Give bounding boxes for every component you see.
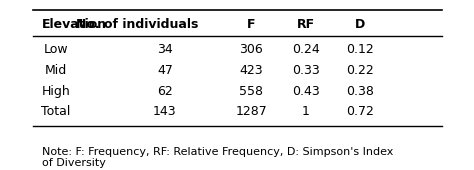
Text: 0.33: 0.33 (292, 64, 319, 77)
Text: Low: Low (44, 43, 68, 56)
Text: Note: F: Frequency, RF: Relative Frequency, D: Simpson's Index
of Diversity: Note: F: Frequency, RF: Relative Frequen… (42, 147, 393, 168)
Text: 0.24: 0.24 (292, 43, 319, 56)
Text: 143: 143 (153, 105, 177, 118)
Text: 0.38: 0.38 (346, 84, 374, 98)
Text: 0.12: 0.12 (346, 43, 374, 56)
Text: 34: 34 (157, 43, 173, 56)
Text: No. of individuals: No. of individuals (76, 18, 199, 31)
Text: 0.72: 0.72 (346, 105, 374, 118)
Text: 306: 306 (239, 43, 263, 56)
Text: 1287: 1287 (235, 105, 267, 118)
Text: 62: 62 (157, 84, 173, 98)
Text: 0.22: 0.22 (346, 64, 374, 77)
Text: Total: Total (41, 105, 71, 118)
Text: F: F (247, 18, 255, 31)
Text: Mid: Mid (45, 64, 67, 77)
Text: 47: 47 (157, 64, 173, 77)
Text: 1: 1 (302, 105, 310, 118)
Text: 558: 558 (239, 84, 263, 98)
Text: Elevation: Elevation (42, 18, 108, 31)
Text: High: High (42, 84, 70, 98)
Text: D: D (355, 18, 365, 31)
Text: 0.43: 0.43 (292, 84, 319, 98)
Text: RF: RF (297, 18, 315, 31)
Text: 423: 423 (239, 64, 263, 77)
